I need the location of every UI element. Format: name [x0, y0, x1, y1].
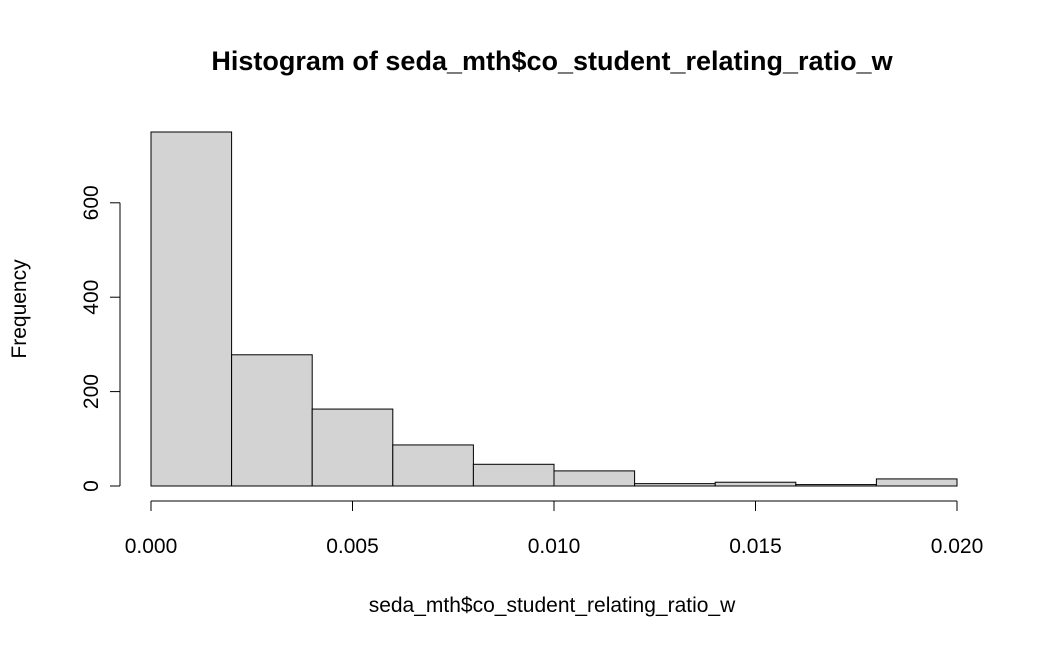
x-tick-label: 0.000 [125, 535, 178, 558]
histogram-bar [472, 463, 555, 487]
x-tick-label: 0.010 [528, 535, 581, 558]
histogram-bar [150, 131, 233, 487]
histogram-bar [875, 478, 958, 487]
y-tick-label: 400 [80, 280, 103, 315]
y-tick-label: 200 [80, 374, 103, 409]
histogram-bar [392, 444, 474, 487]
x-axis: 0.000 0.005 0.010 0.015 0.020 [125, 500, 984, 558]
x-tick-label: 0.005 [326, 535, 379, 558]
y-tick-label: 0 [80, 480, 103, 492]
histogram-bar [311, 408, 394, 487]
histogram-bar [795, 484, 877, 487]
x-axis-label: seda_mth$co_student_relating_ratio_w [369, 594, 736, 617]
x-tick-label: 0.015 [729, 535, 782, 558]
histogram-bar [553, 470, 636, 487]
histogram-bar [231, 354, 313, 487]
bars-group [150, 131, 958, 487]
y-axis-label: Frequency [8, 259, 31, 359]
histogram-bar [714, 481, 797, 487]
x-tick-label: 0.020 [931, 535, 984, 558]
histogram-bar [634, 483, 716, 487]
chart-title: Histogram of seda_mth$co_student_relatin… [211, 46, 893, 76]
y-axis: 0 200 400 600 [80, 185, 121, 492]
y-tick-label: 600 [80, 185, 103, 220]
